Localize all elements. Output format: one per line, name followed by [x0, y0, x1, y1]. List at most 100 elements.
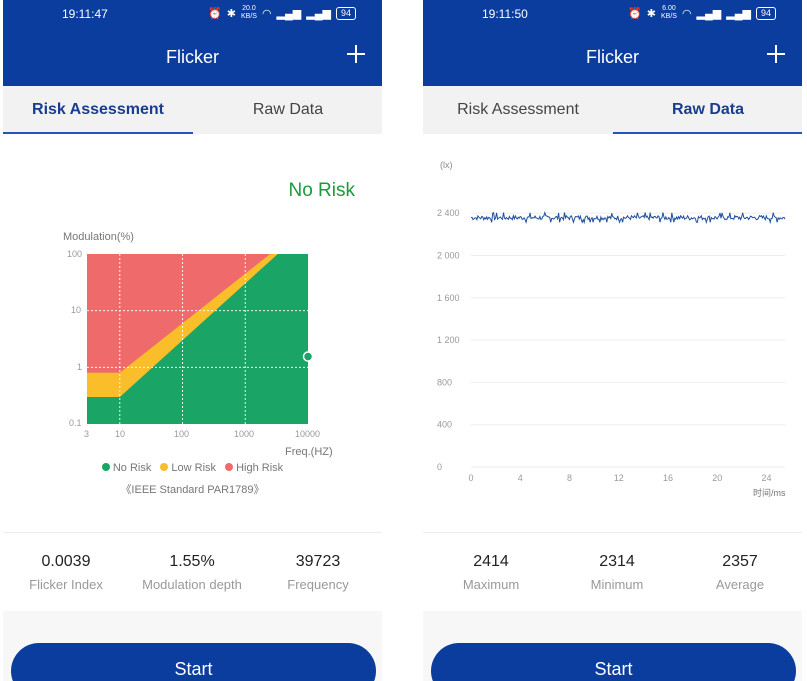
add-icon[interactable]	[344, 42, 368, 66]
y-tick-label: 1 600	[437, 293, 460, 303]
y-tick-label: 800	[437, 377, 452, 387]
stat-value: 39723	[295, 553, 341, 570]
y-tick-label: 0.1	[69, 418, 82, 428]
legend-dot	[225, 463, 234, 471]
network-speed-unit: KB/S	[240, 13, 257, 20]
tab-raw-data-label: Raw Data	[252, 101, 324, 118]
raw-data-panel: (lx) 0 400 800 1 200 1 600 2 000 2 400 0 4 8 12 16 2…	[423, 134, 802, 532]
network-speed-unit: KB/S	[660, 13, 677, 20]
legend-no-risk: No Risk	[101, 462, 152, 474]
tab-raw-data[interactable]: Raw Data	[613, 86, 802, 134]
stat-value: 1.55%	[169, 553, 215, 570]
y-tick-label: 400	[437, 420, 452, 430]
wifi-icon: ◠	[261, 7, 272, 20]
stats-row: 2414 Maximum 2314 Minimum 2357 Average	[423, 532, 802, 611]
risk-status: No Risk	[288, 180, 355, 201]
x-tick-label: 10	[115, 429, 126, 439]
x-tick-label: 100	[174, 429, 190, 439]
network-speed-value: 6.00	[662, 5, 676, 12]
y-tick-label: 2 000	[437, 250, 460, 260]
stat-value: 0.0039	[41, 553, 91, 570]
battery-icon: 94	[335, 6, 356, 20]
app-title: Flicker	[166, 47, 219, 67]
raw-data-screen: 19:11:50 ⏰ ✱ 6.00 KB/S ◠ ▂▄▆ ▂▄▆ 94 Flic…	[423, 0, 802, 681]
x-tick-label: 24	[762, 473, 772, 483]
x-tick-label: 16	[663, 473, 673, 483]
signal-icon: ▂▄▆	[696, 7, 722, 20]
bluetooth-icon: ✱	[646, 7, 656, 20]
network-speed: 20.0 KB/S	[241, 5, 257, 21]
status-time: 19:11:47	[62, 7, 108, 21]
signal-icon-2: ▂▄▆	[306, 7, 331, 20]
risk-assessment-panel: No Risk Modulation(%) 100 10 1 0.1 3 10 …	[3, 134, 382, 532]
tab-bar: Risk Assessment Raw Data	[3, 86, 382, 134]
stat-value: 2414	[473, 553, 509, 570]
network-speed-value: 20.0	[242, 5, 256, 12]
signal-line	[470, 211, 786, 225]
stats-row: 0.0039 Flicker Index 1.55% Modulation de…	[3, 532, 382, 611]
stat-minimum: 2314 Minimum	[554, 553, 680, 592]
stat-value: 2314	[599, 553, 635, 570]
app-title: Flicker	[586, 47, 639, 67]
stat-value: 2357	[722, 553, 758, 570]
stat-frequency: 39723 Frequency	[255, 553, 381, 592]
status-time: 19:11:50	[482, 7, 528, 21]
x-tick-label: 8	[567, 473, 572, 483]
app-header: 19:11:50 ⏰ ✱ 6.00 KB/S ◠ ▂▄▆ ▂▄▆ 94 Flic…	[423, 0, 802, 86]
add-icon[interactable]	[764, 42, 788, 66]
stat-label: Frequency	[287, 577, 349, 592]
status-icons: ⏰ ✱ 20.0 KB/S ◠ ▂▄▆ ▂▄▆ 94	[208, 5, 356, 21]
risk-assessment-screen: 19:11:47 ⏰ ✱ 20.0 KB/S ◠ ▂▄▆ ▂▄▆ 94 Flic…	[3, 0, 382, 681]
start-button[interactable]: Start	[431, 643, 796, 681]
legend-label: No Risk	[112, 462, 152, 474]
signal-icon-2: ▂▄▆	[726, 7, 751, 20]
stat-label: Minimum	[590, 577, 644, 592]
y-tick-label: 1	[77, 362, 83, 372]
x-axis-title: Freq.(HZ)	[285, 446, 333, 458]
tab-risk-assessment-label: Risk Assessment	[32, 101, 164, 118]
x-axis-unit: 时间/ms	[753, 488, 786, 498]
app-header: 19:11:47 ⏰ ✱ 20.0 KB/S ◠ ▂▄▆ ▂▄▆ 94 Flic…	[3, 0, 382, 86]
alarm-icon: ⏰	[208, 7, 222, 20]
tab-risk-assessment-label: Risk Assessment	[457, 101, 579, 118]
stat-label: Modulation depth	[142, 577, 242, 592]
stat-average: 2357 Average	[677, 553, 802, 592]
legend-dot	[160, 463, 169, 471]
stat-flicker-index: 0.0039 Flicker Index	[3, 553, 129, 592]
tab-raw-data[interactable]: Raw Data	[193, 86, 382, 134]
x-tick-label: 3	[84, 429, 90, 439]
stat-label: Maximum	[462, 577, 520, 592]
tab-risk-assessment[interactable]: Risk Assessment	[423, 86, 613, 134]
y-tick-label: 2 400	[437, 208, 460, 218]
status-bar: 19:11:50 ⏰ ✱ 6.00 KB/S ◠ ▂▄▆ ▂▄▆ 94	[423, 0, 802, 28]
start-button[interactable]: Start	[11, 643, 376, 681]
raw-data-chart: 0 400 800 1 200 1 600 2 000 2 400 0 4 8 12 16 20 24	[437, 208, 786, 483]
battery-icon: 94	[755, 6, 776, 20]
tab-raw-data-label: Raw Data	[671, 101, 745, 118]
status-bar: 19:11:47 ⏰ ✱ 20.0 KB/S ◠ ▂▄▆ ▂▄▆ 94	[3, 0, 382, 28]
y-axis-title: Modulation(%)	[63, 231, 134, 243]
x-tick-label: 4	[518, 473, 523, 483]
y-tick-label: 1 200	[437, 335, 460, 345]
legend-high-risk: High Risk	[225, 462, 283, 474]
wifi-icon: ◠	[681, 7, 692, 20]
stat-label: Average	[715, 577, 765, 592]
stat-label: Flicker Index	[29, 577, 103, 592]
y-axis-unit: (lx)	[440, 160, 453, 170]
legend-label: High Risk	[236, 462, 284, 474]
tab-bar: Risk Assessment Raw Data	[423, 86, 802, 134]
signal-icon: ▂▄▆	[276, 7, 302, 20]
x-tick-label: 20	[712, 473, 722, 483]
legend-label: Low Risk	[171, 462, 217, 474]
active-tab-indicator	[613, 132, 802, 134]
status-icons: ⏰ ✱ 6.00 KB/S ◠ ▂▄▆ ▂▄▆ 94	[628, 5, 776, 21]
tab-risk-assessment[interactable]: Risk Assessment	[3, 86, 193, 134]
y-tick-label: 0	[437, 462, 442, 472]
network-speed: 6.00 KB/S	[661, 5, 677, 21]
bluetooth-icon: ✱	[226, 7, 236, 20]
legend-low-risk: Low Risk	[160, 462, 216, 474]
stat-maximum: 2414 Maximum	[428, 553, 554, 592]
x-tick-label: 1000	[234, 429, 255, 439]
high-risk-region	[87, 254, 271, 373]
y-tick-label: 100	[67, 249, 83, 259]
